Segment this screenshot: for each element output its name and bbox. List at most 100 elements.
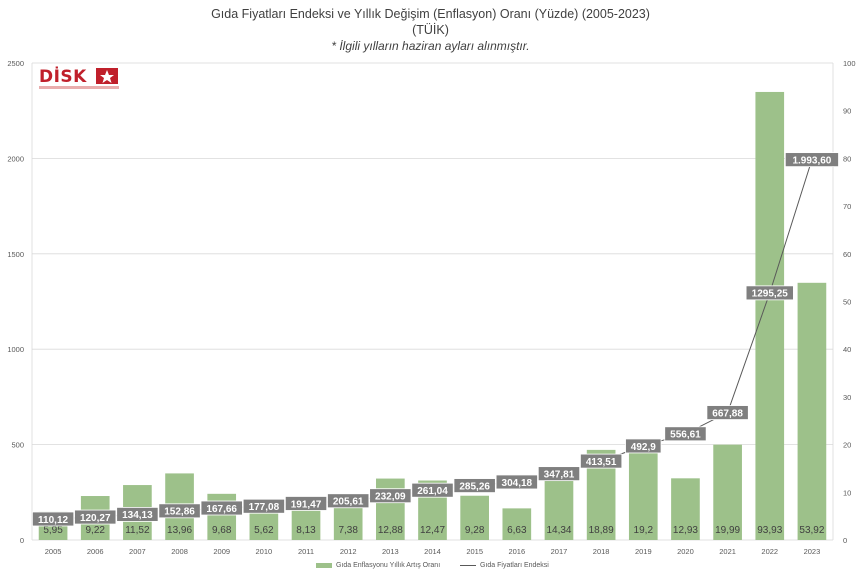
- line-label-box: [116, 507, 159, 522]
- axes: 0 500 1000 1500 2000 2500 0 10 20 30 40 50 60 70 80 90 1…: [7, 59, 855, 556]
- line-data-label: 205,61: [333, 497, 364, 508]
- bar-data-label: 13,96: [167, 525, 192, 536]
- y-left-tick-label: 2500: [7, 59, 24, 68]
- line-series: [53, 159, 813, 520]
- x-tick-label: 2005: [45, 547, 62, 556]
- line-label-box: [784, 152, 839, 168]
- y-right-tick-label: 100: [843, 59, 856, 68]
- line-data-label: 492,9: [631, 442, 656, 453]
- bar-data-label: 5,95: [43, 525, 63, 536]
- line-label-box: [327, 493, 370, 509]
- line-data-label: 167,66: [206, 504, 237, 515]
- line-data-label: 177,08: [249, 502, 280, 513]
- bar-data-label: 8,13: [296, 525, 316, 536]
- x-tick-label: 2015: [466, 547, 483, 556]
- grid-lines: [32, 62, 833, 541]
- x-tick-label: 2011: [298, 547, 314, 556]
- bar-data-label: 5,62: [254, 525, 274, 536]
- line-data-label: 1.993,60: [792, 155, 831, 166]
- line-label-box: [537, 466, 581, 482]
- x-tick-label: 2010: [256, 547, 273, 556]
- legend-swatch-line: [460, 565, 476, 566]
- star-logo-icon: [96, 68, 118, 84]
- line-label-box: [411, 482, 454, 498]
- line-data-label: 232,09: [375, 492, 406, 503]
- chart-subtitle: (TÜİK): [412, 23, 449, 37]
- x-tick-label: 2016: [508, 547, 525, 556]
- bar-data-label: 12,47: [420, 525, 445, 536]
- legend-label-bar: Gıda Enflasyonu Yıllık Artış Oranı: [336, 562, 441, 569]
- line-label-box: [625, 438, 662, 454]
- y-right-tick-label: 0: [843, 536, 847, 545]
- x-tick-label: 2006: [87, 547, 104, 556]
- bar: [755, 91, 785, 540]
- x-tick-label: 2020: [677, 547, 694, 556]
- bar-data-label: 14,34: [546, 525, 571, 536]
- line-label-box: [242, 498, 285, 514]
- line-data-label: 347,81: [544, 469, 575, 480]
- legend-swatch-bar: [316, 563, 332, 568]
- y-left-tick-label: 0: [20, 536, 24, 545]
- x-tick-label: 2013: [382, 547, 399, 556]
- line-label-box: [745, 285, 794, 301]
- line-data-label: 152,86: [164, 507, 195, 518]
- line-data-label: 1295,25: [752, 289, 789, 300]
- line-label-box: [31, 511, 75, 527]
- bar-series: [38, 91, 827, 540]
- y-left-tick-label: 1000: [7, 345, 24, 354]
- y-right-tick-label: 60: [843, 250, 851, 259]
- line-data-label: 285,26: [459, 481, 490, 492]
- line-data-label: 134,13: [122, 510, 153, 521]
- bar-data-label: 12,88: [378, 525, 403, 536]
- bar: [797, 282, 827, 540]
- line-label-box: [369, 488, 412, 504]
- x-tick-label: 2012: [340, 547, 357, 556]
- line-data-label: 120,27: [80, 513, 111, 524]
- x-tick-label: 2014: [424, 547, 441, 556]
- bar-data-label: 12,93: [673, 525, 698, 536]
- bar-data-label: 53,92: [799, 525, 824, 536]
- y-right-tick-label: 10: [843, 488, 851, 497]
- line-label-box: [158, 503, 201, 519]
- x-tick-label: 2018: [593, 547, 610, 556]
- line-data-label: 304,18: [502, 478, 533, 489]
- chart-titles: Gıda Fiyatları Endeksi ve Yıllık Değişim…: [0, 6, 861, 54]
- line-data-label: 556,61: [670, 430, 701, 441]
- x-tick-label: 2019: [635, 547, 652, 556]
- x-tick-label: 2007: [129, 547, 146, 556]
- y-right-tick-label: 80: [843, 154, 851, 163]
- y-left-tick-label: 1500: [7, 250, 24, 259]
- legend-item-line: Gıda Fiyatları Endeksi: [460, 562, 549, 569]
- bar-data-label: 7,38: [338, 525, 358, 536]
- legend-item-bar: Gıda Enflasyonu Yıllık Artış Oranı: [316, 562, 440, 569]
- line-label-box: [664, 426, 707, 442]
- line-label-box: [706, 405, 749, 420]
- x-tick-label: 2021: [719, 547, 736, 556]
- x-tick-label: 2017: [551, 547, 568, 556]
- line-data-label: 191,47: [291, 499, 322, 510]
- line-label-box: [495, 474, 538, 490]
- y-left-tick-label: 500: [11, 441, 24, 450]
- y-right-tick-label: 70: [843, 202, 851, 211]
- y-right-tick-label: 40: [843, 345, 851, 354]
- x-tick-label: 2009: [213, 547, 230, 556]
- bar-data-label: 6,63: [507, 525, 527, 536]
- line-data-label: 110,12: [38, 515, 68, 526]
- y-right-tick-label: 30: [843, 393, 851, 402]
- logo-subline: [39, 86, 119, 89]
- bar: [333, 504, 363, 540]
- bar: [671, 478, 700, 540]
- bar-data-label: 19,2: [634, 525, 654, 536]
- bar-data-label: 9,28: [465, 525, 485, 536]
- chart-note: * İlgili yılların haziran ayları alınmış…: [331, 39, 530, 53]
- line-label-box: [580, 453, 623, 469]
- line-label-box: [200, 500, 243, 516]
- line-label-box: [74, 509, 117, 525]
- bar: [713, 444, 742, 540]
- bar-data-label: 11,52: [125, 525, 150, 536]
- legend-label-line: Gıda Fiyatları Endeksi: [480, 562, 549, 569]
- y-right-tick-label: 90: [843, 107, 851, 116]
- bar: [502, 508, 532, 540]
- bar: [544, 471, 574, 540]
